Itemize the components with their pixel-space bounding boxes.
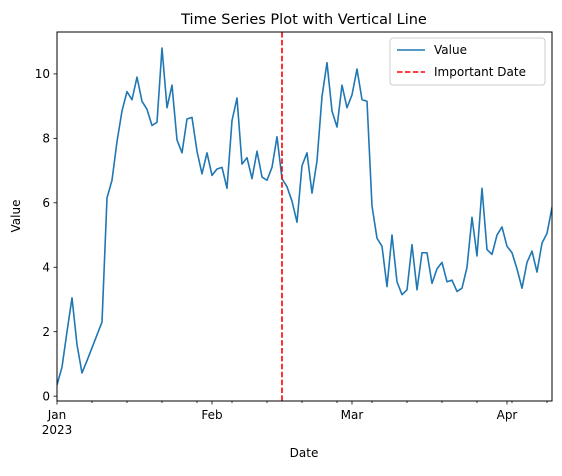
- y-axis-label: Value: [9, 200, 23, 233]
- x-axis-label: Date: [290, 446, 319, 460]
- x-tick-sublabel: 2023: [42, 423, 73, 437]
- legend: Value Important Date: [389, 37, 546, 86]
- y-tick-label: 10: [35, 67, 50, 81]
- legend-label-value: Value: [434, 43, 467, 57]
- y-tick-label: 4: [42, 261, 50, 275]
- y-tick-label: 0: [42, 389, 50, 403]
- plot-frame: [56, 31, 553, 402]
- y-tick-label: 2: [42, 325, 50, 339]
- chart-title: Time Series Plot with Vertical Line: [180, 12, 427, 28]
- x-tick-label: Apr: [497, 408, 518, 422]
- x-tick-label: Mar: [341, 408, 364, 422]
- x-tick-label: Jan: [47, 408, 67, 422]
- y-axis: 0 2 4 6 8 10: [35, 67, 57, 403]
- legend-box: [389, 37, 546, 86]
- legend-label-important-date: Important Date: [434, 65, 526, 79]
- x-tick-label: Feb: [201, 408, 222, 422]
- y-tick-label: 8: [42, 132, 50, 146]
- value-series-line: [57, 47, 552, 386]
- y-tick-label: 6: [42, 196, 50, 210]
- plot-area: [57, 32, 552, 401]
